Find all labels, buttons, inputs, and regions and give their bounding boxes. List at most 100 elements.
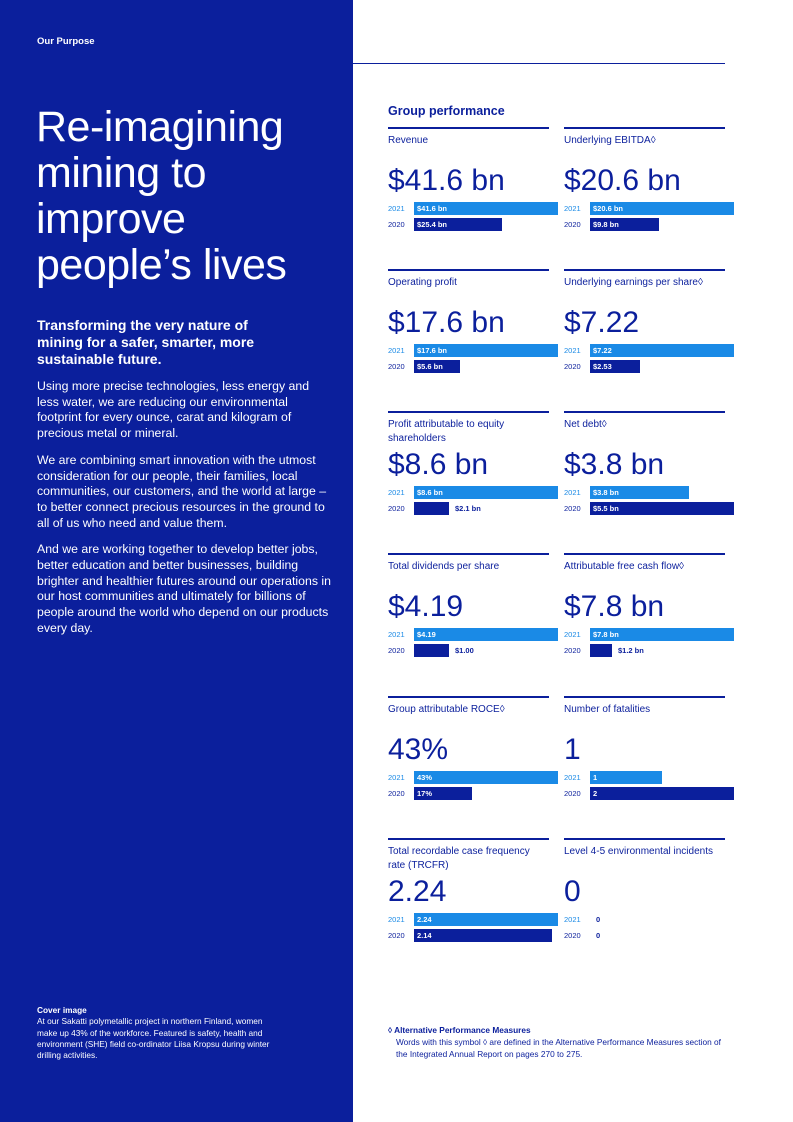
bar-row-2020: 2020 $2.1 bn: [388, 502, 549, 515]
metric-label: Total dividends per share: [388, 560, 500, 572]
year-label: 2021: [388, 915, 405, 924]
bar-value-2021: $20.6 bn: [593, 204, 624, 213]
bar-2021: [590, 771, 662, 784]
bar-row-2021: 2021 $41.6 bn: [388, 202, 558, 215]
bar-2020: [590, 787, 734, 800]
bar-value-2020: 2.14: [417, 931, 432, 940]
bar-row-2020: 2020 $1.00: [388, 644, 549, 657]
bar-2021: [590, 486, 689, 499]
metric-tile: Profit attributable to equity shareholde…: [388, 411, 558, 515]
year-label: 2020: [388, 362, 405, 371]
bar-row-2021: 2021 $17.6 bn: [388, 344, 558, 357]
bar-value-2021: $17.6 bn: [417, 346, 448, 355]
bar-row-2020: 2020 $25.4 bn: [388, 218, 549, 231]
metric-divider: [388, 553, 549, 555]
bar-2021: [590, 202, 734, 215]
bar-value-2021: $4.19: [417, 630, 436, 639]
bar-value-2020: $5.6 bn: [417, 362, 443, 371]
bar-row-2021: 2021 $8.6 bn: [388, 486, 558, 499]
metric-divider: [564, 127, 725, 129]
bar-row-2021: 2021 $3.8 bn: [564, 486, 725, 499]
bar-2020: [414, 360, 460, 373]
section-label: Our Purpose: [37, 36, 95, 47]
bar-row-2020: 2020 $9.8 bn: [564, 218, 725, 231]
metric-value: $17.6 bn: [388, 306, 505, 339]
bar-value-2021: $3.8 bn: [593, 488, 619, 497]
metric-divider: [564, 696, 725, 698]
bar-2021: [414, 913, 558, 926]
bar-value-2021: 1: [593, 773, 598, 782]
year-label: 2021: [564, 204, 581, 213]
hero-line: improve: [36, 195, 186, 243]
bar-value-2020: $25.4 bn: [417, 220, 448, 229]
bar-2020: [414, 218, 502, 231]
metric-tile: Number of fatalities 1 2021 1 2020 2: [564, 696, 734, 800]
group-performance-title: Group performance: [388, 104, 505, 118]
year-label: 2021: [564, 773, 581, 782]
intro-statement: Transforming the very nature of mining f…: [37, 317, 255, 367]
metric-tile: Underlying EBITDA◊ $20.6 bn 2021 $20.6 bn 20…: [564, 127, 734, 231]
bar-row-2021: 2021 $4.19: [388, 628, 558, 641]
metric-value: 0: [564, 875, 581, 908]
bar-value-2021: $7.22: [593, 346, 612, 355]
apm-text: Words with this symbol ◊ are defined in …: [396, 1037, 721, 1059]
bar-row-2021: 2021 2.24: [388, 913, 558, 926]
cover-caption-title: Cover image: [37, 1005, 87, 1015]
year-label: 2020: [388, 789, 405, 798]
bar-value-2021: 0: [596, 915, 601, 924]
bar-value-2020: $2.1 bn: [455, 504, 481, 513]
metric-label: Profit attributable to equity shareholde…: [388, 418, 505, 444]
body-paragraphs: Using more precise technologies, less en…: [37, 379, 333, 648]
bar-2021: [414, 202, 558, 215]
metric-tile: Underlying earnings per share◊ $7.22 2021 $…: [564, 269, 734, 373]
bar-2021: [414, 344, 558, 357]
metric-tile: Group attributable ROCE◊ 43% 2021 43% 2020 17…: [388, 696, 558, 800]
metric-value: 43%: [388, 733, 449, 766]
hero-line: people’s lives: [36, 241, 287, 289]
metric-divider: [388, 127, 549, 129]
metric-value: $7.22: [564, 306, 640, 339]
year-label: 2020: [564, 931, 581, 940]
year-label: 2020: [388, 504, 405, 513]
year-label: 2020: [388, 646, 405, 655]
year-label: 2020: [564, 789, 581, 798]
bar-value-2021: 2.24: [417, 915, 432, 924]
bar-2020: [590, 218, 659, 231]
hero-line: mining to: [36, 149, 206, 197]
metric-divider: [388, 411, 549, 413]
year-label: 2020: [564, 646, 581, 655]
metric-divider: [564, 411, 725, 413]
bar-row-2020: 2020 $1.2 bn: [564, 644, 725, 657]
metric-tile: Revenue $41.6 bn 2021 $41.6 bn 2020 $25.4 bn: [388, 127, 558, 231]
bar-value-2020: $2.53: [593, 362, 612, 371]
metric-label: Net debt◊: [564, 418, 607, 430]
bar-2020: [414, 929, 552, 942]
year-label: 2021: [388, 204, 405, 213]
year-label: 2020: [564, 220, 581, 229]
metric-label: Level 4-5 environmental incidents: [564, 845, 713, 857]
metric-divider: [564, 838, 725, 840]
metric-value: 1: [564, 733, 581, 766]
bar-row-2021: 2021 0: [564, 913, 725, 926]
year-label: 2020: [564, 504, 581, 513]
bar-2020: [414, 502, 449, 515]
bar-row-2021: 2021 $20.6 bn: [564, 202, 734, 215]
year-label: 2021: [564, 488, 581, 497]
bar-value-2020: 0: [596, 931, 601, 940]
metric-value: $20.6 bn: [564, 164, 681, 197]
top-divider: [353, 63, 725, 64]
bar-row-2020: 2020 $5.5 bn: [564, 502, 734, 515]
metric-tile: Total recordable case frequency rate (TR…: [388, 838, 558, 942]
bar-row-2021: 2021 43%: [388, 771, 558, 784]
metric-tile: Attributable free cash flow◊ $7.8 bn 2021 $…: [564, 553, 734, 657]
left-panel: Our Purpose Re-imagining mining to impro…: [0, 0, 353, 1122]
year-label: 2021: [564, 630, 581, 639]
bar-value-2021: 43%: [417, 773, 433, 782]
cover-image-caption: Cover image At our Sakatti polymetallic …: [37, 1005, 277, 1061]
apm-note: ◊ Alternative Performance Measures Words…: [388, 1024, 728, 1060]
bar-value-2020: 2: [593, 789, 598, 798]
bar-value-2021: $41.6 bn: [417, 204, 448, 213]
bar-row-2020: 2020 $5.6 bn: [388, 360, 549, 373]
metric-divider: [564, 269, 725, 271]
year-label: 2021: [564, 346, 581, 355]
